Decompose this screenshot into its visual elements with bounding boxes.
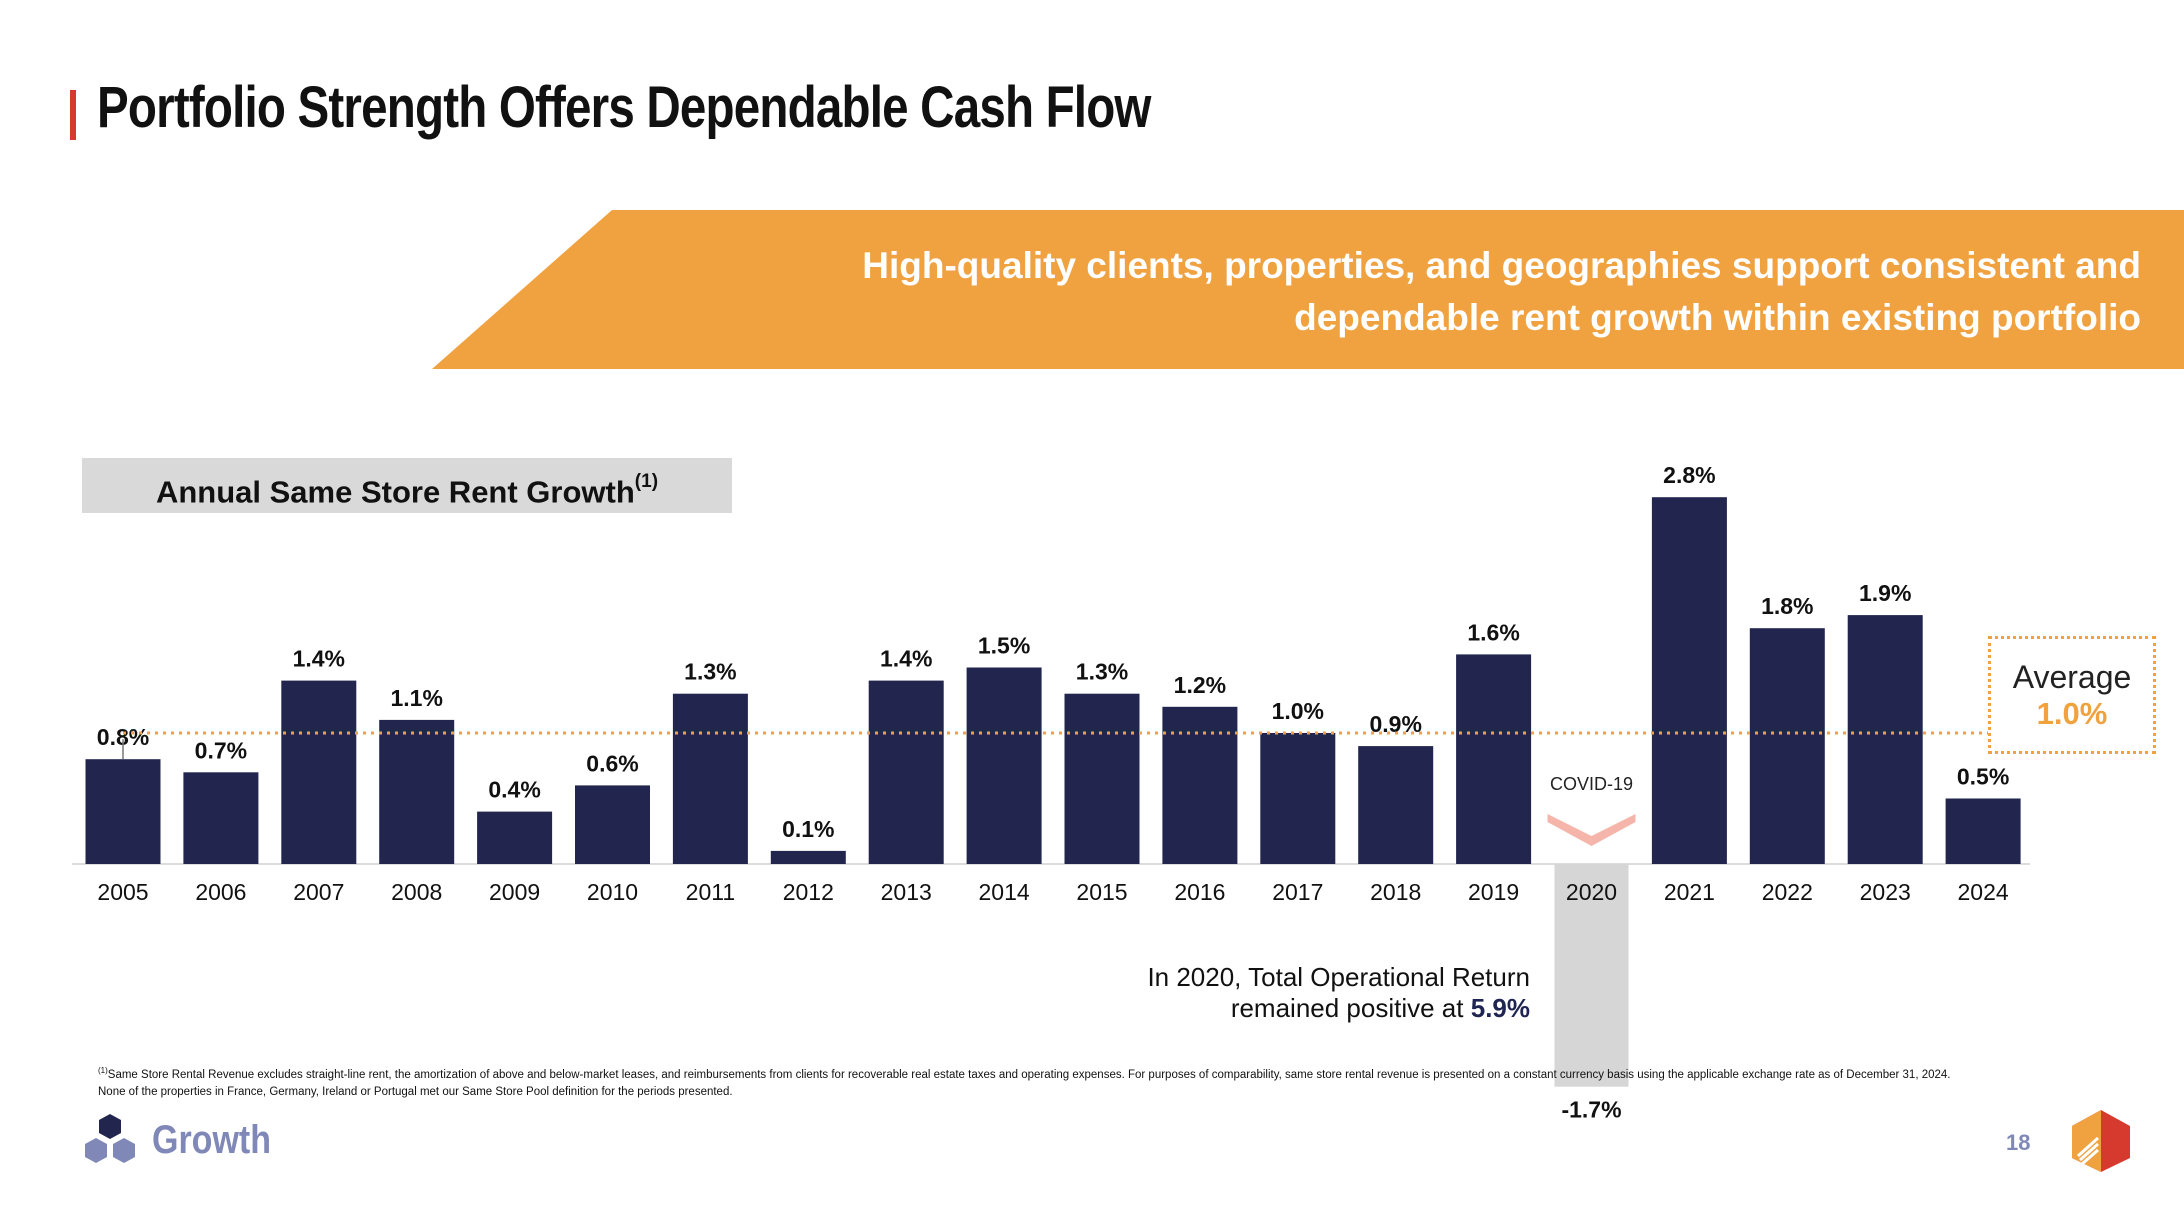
bar-2010	[575, 785, 650, 864]
data-label-2014: 1.5%	[978, 633, 1030, 659]
data-label-2010: 0.6%	[586, 750, 638, 776]
bar-2006	[183, 772, 259, 864]
covid-label: COVID-19	[1550, 774, 1633, 794]
bar-2008	[379, 719, 455, 864]
bar-2015	[1064, 693, 1140, 864]
banner-line-2: dependable rent growth within existing p…	[1294, 297, 2141, 338]
average-value: 1.0%	[2036, 696, 2108, 731]
title-accent-bar	[70, 90, 76, 140]
bar-2021	[1651, 497, 1727, 864]
data-label-2023: 1.9%	[1859, 580, 1911, 606]
data-label-2020: -1.7%	[1561, 1097, 1621, 1123]
data-label-2019: 1.6%	[1467, 619, 1519, 645]
bar-2011	[672, 693, 748, 864]
x-tick-2024: 2024	[1958, 879, 2009, 905]
bar-2024	[1945, 798, 2021, 864]
data-label-2012: 0.1%	[782, 816, 834, 842]
data-label-2006: 0.7%	[195, 737, 247, 763]
note-line-2-prefix: remained positive at	[1230, 993, 1464, 1023]
chart-title: Annual Same Store Rent Growth(1)	[82, 458, 732, 513]
page-title: Portfolio Strength Offers Dependable Cas…	[97, 75, 1151, 140]
note-line-2: remained positive at 5.9%	[1080, 993, 1530, 1024]
bar-2009	[477, 811, 553, 864]
data-label-2008: 1.1%	[390, 685, 442, 711]
bar-2013	[868, 680, 944, 864]
data-label-2015: 1.3%	[1076, 659, 1128, 685]
x-tick-2015: 2015	[1076, 879, 1127, 905]
data-label-2011: 1.3%	[684, 659, 736, 685]
bar-2005	[85, 759, 161, 864]
x-tick-2020: 2020	[1566, 879, 1617, 905]
x-tick-2008: 2008	[391, 879, 442, 905]
bar-2014	[966, 667, 1042, 864]
x-tick-2018: 2018	[1370, 879, 1421, 905]
banner-line-1: High-quality clients, properties, and ge…	[862, 245, 2141, 286]
x-tick-2011: 2011	[686, 879, 735, 905]
chart-title-footnote-ref: (1)	[634, 471, 659, 492]
chart-title-text: Annual Same Store Rent Growth	[155, 474, 635, 510]
chart-title-box: Annual Same Store Rent Growth(1)	[82, 458, 732, 513]
x-tick-2021: 2021	[1664, 879, 1715, 905]
note-value: 5.9%	[1470, 993, 1530, 1023]
footnote: (1)Same Store Rental Revenue excludes st…	[98, 1062, 1978, 1101]
data-label-2024: 0.5%	[1957, 764, 2009, 790]
footnote-text: Same Store Rental Revenue excludes strai…	[98, 1068, 1951, 1098]
x-tick-2007: 2007	[293, 879, 344, 905]
realty-logo-icon	[2072, 1110, 2130, 1172]
footnote-marker: (1)	[98, 1066, 108, 1075]
page-number: 18	[2006, 1130, 2031, 1155]
bar-2019	[1456, 654, 1532, 864]
bar-2020	[1554, 864, 1629, 1087]
cubes-logo-icon	[85, 1114, 135, 1163]
x-tick-2006: 2006	[195, 879, 246, 905]
data-label-2007: 1.4%	[293, 646, 345, 672]
section-name: Growth	[152, 1118, 271, 1162]
x-tick-2017: 2017	[1272, 879, 1323, 905]
bar-2007	[281, 680, 357, 864]
note-line-1: In 2020, Total Operational Return	[1147, 962, 1530, 992]
data-label-2009: 0.4%	[488, 777, 540, 803]
x-tick-2022: 2022	[1762, 879, 1813, 905]
covid-note: In 2020, Total Operational Return remain…	[1080, 962, 1530, 1024]
average-label: Average	[2012, 659, 2132, 695]
bar-2022	[1749, 628, 1825, 864]
covid-arrow-icon	[1547, 814, 1636, 846]
bar-2016	[1162, 706, 1238, 864]
bar-2017	[1260, 733, 1336, 864]
x-tick-2005: 2005	[97, 879, 148, 905]
data-label-2022: 1.8%	[1761, 593, 1813, 619]
average-box: Average 1.0%	[1988, 636, 2156, 754]
data-label-2013: 1.4%	[880, 646, 932, 672]
x-tick-2019: 2019	[1468, 879, 1519, 905]
data-label-2021: 2.8%	[1663, 462, 1715, 488]
x-tick-2009: 2009	[489, 879, 540, 905]
x-tick-2010: 2010	[587, 879, 638, 905]
bar-2012	[770, 850, 846, 864]
data-label-2016: 1.2%	[1174, 672, 1226, 698]
bar-2018	[1358, 746, 1434, 864]
data-label-2017: 1.0%	[1272, 698, 1324, 724]
x-tick-2016: 2016	[1174, 879, 1225, 905]
banner-text: High-quality clients, properties, and ge…	[641, 240, 2141, 344]
bar-2023	[1847, 615, 1923, 864]
x-tick-2023: 2023	[1860, 879, 1911, 905]
x-tick-2014: 2014	[979, 879, 1030, 905]
x-tick-2013: 2013	[881, 879, 932, 905]
x-tick-2012: 2012	[783, 879, 834, 905]
